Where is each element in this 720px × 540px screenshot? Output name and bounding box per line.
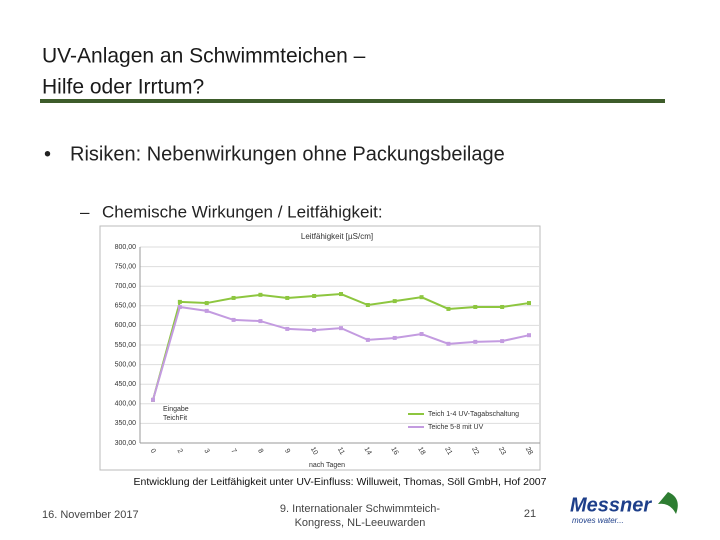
- x-tick-label: 22: [470, 446, 480, 456]
- point: [365, 337, 370, 342]
- x-tick-label: 18: [416, 446, 426, 456]
- point: [258, 292, 263, 297]
- y-tick-label: 650,00: [115, 303, 137, 310]
- subbullet: Chemische Wirkungen / Leitfähigkeit:: [102, 202, 383, 221]
- point: [312, 328, 317, 333]
- point: [446, 306, 451, 311]
- x-tick-label: 23: [497, 446, 507, 456]
- point: [258, 319, 263, 324]
- bullet-dot: •: [44, 143, 51, 165]
- logo-slogan: moves water...: [572, 516, 624, 525]
- point: [419, 295, 424, 300]
- chart-title: Leitfähigkeit [µS/cm]: [301, 232, 373, 241]
- x-tick-label: 3: [202, 448, 210, 455]
- point: [204, 308, 209, 313]
- x-tick-label: 0: [149, 448, 157, 455]
- point: [392, 299, 397, 304]
- x-tick-label: 14: [363, 446, 373, 456]
- x-tick-label: 9: [283, 448, 291, 455]
- point: [231, 317, 236, 322]
- x-tick-label: 2: [176, 448, 184, 455]
- point: [473, 304, 478, 309]
- x-tick-label: 28: [524, 446, 534, 456]
- point: [285, 326, 290, 331]
- y-tick-label: 550,00: [115, 342, 137, 349]
- x-tick-label: 10: [309, 446, 319, 456]
- y-tick-label: 600,00: [115, 322, 137, 329]
- chart-frame: [99, 225, 541, 471]
- point: [204, 301, 209, 306]
- point: [151, 397, 155, 402]
- point: [285, 295, 290, 300]
- annotation: TeichFit: [163, 415, 187, 422]
- point: [339, 292, 343, 297]
- annotation: Eingabe: [163, 406, 189, 413]
- x-tick-label: 7: [229, 448, 237, 455]
- bullet: Risiken: Nebenwirkungen ohne Packungsbei…: [70, 143, 505, 165]
- point: [473, 339, 478, 344]
- y-tick-label: 350,00: [115, 420, 137, 427]
- y-tick-label: 800,00: [115, 244, 137, 251]
- legend-label: Teich 1-4 UV-Tagabschaltung: [428, 411, 519, 418]
- logo: Messner: [570, 494, 652, 516]
- y-tick-label: 300,00: [115, 440, 137, 447]
- point: [500, 304, 505, 309]
- y-tick-label: 750,00: [115, 263, 137, 270]
- footer-event: 9. Internationaler Schwimmteich-: [280, 503, 441, 515]
- point: [446, 341, 451, 346]
- legend-label: Teiche 5-8 mit UV: [428, 424, 484, 431]
- point: [312, 294, 317, 298]
- x-tick-label: 21: [443, 446, 453, 456]
- point: [392, 335, 397, 340]
- point: [339, 326, 343, 331]
- caption: Entwicklung der Leitfähigkeit unter UV-E…: [134, 476, 547, 488]
- point: [500, 339, 505, 344]
- y-tick-label: 400,00: [115, 401, 137, 408]
- title-rule: [40, 99, 665, 103]
- footer-event: Kongress, NL-Leeuwarden: [295, 517, 426, 529]
- y-tick-label: 450,00: [115, 381, 137, 388]
- x-tick-label: 16: [389, 446, 399, 456]
- point: [177, 304, 182, 309]
- title-line: Hilfe oder Irrtum?: [42, 76, 204, 99]
- point: [177, 299, 182, 304]
- y-tick-label: 500,00: [115, 361, 137, 368]
- point: [419, 332, 424, 337]
- footer-page: 21: [524, 508, 536, 520]
- point: [231, 295, 236, 300]
- point: [365, 303, 370, 308]
- sub-dash: –: [80, 202, 90, 221]
- y-tick-label: 700,00: [115, 283, 137, 290]
- x-axis-label: nach Tagen: [309, 462, 345, 469]
- footer-date: 16. November 2017: [42, 509, 139, 521]
- logo-swoosh: [658, 492, 678, 514]
- point: [527, 301, 531, 306]
- point: [527, 333, 531, 338]
- title-line: UV-Anlagen an Schwimmteichen –: [42, 45, 366, 68]
- x-tick-label: 8: [256, 448, 264, 455]
- x-tick-label: 11: [336, 446, 346, 456]
